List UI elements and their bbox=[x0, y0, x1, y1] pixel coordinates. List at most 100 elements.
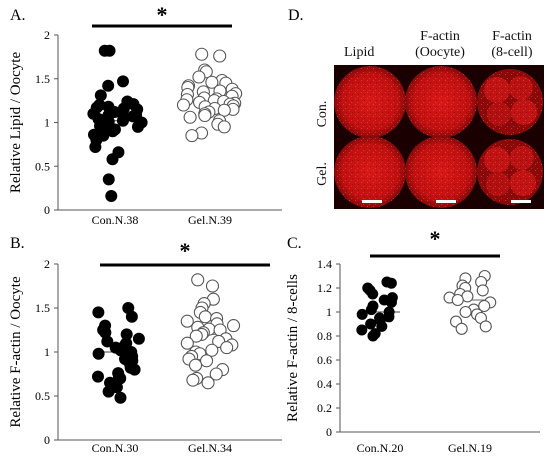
y-tick-label: 1.4 bbox=[317, 257, 332, 271]
data-point-gel bbox=[205, 279, 220, 293]
panel-letter-c: C. bbox=[287, 235, 302, 252]
y-tick-label: 1.5 bbox=[35, 72, 50, 86]
y-axis-label: Relative F-actin / 8-cells bbox=[285, 274, 301, 422]
data-point-gel bbox=[186, 373, 200, 387]
data-point-gel bbox=[459, 305, 472, 319]
data-point-control bbox=[385, 296, 397, 308]
y-tick-label: 0.4 bbox=[317, 377, 332, 391]
data-point-control bbox=[103, 44, 116, 57]
data-point-control bbox=[106, 153, 119, 166]
data-point-gel bbox=[213, 49, 227, 63]
data-point-gel bbox=[217, 120, 231, 134]
panel-letter-d: D. bbox=[288, 7, 304, 24]
data-point-gel bbox=[478, 299, 491, 313]
y-tick-label: 1 bbox=[326, 305, 332, 319]
data-point-gel bbox=[451, 293, 464, 307]
data-point-control bbox=[94, 89, 107, 102]
data-point-gel bbox=[205, 343, 219, 357]
data-point-gel bbox=[180, 314, 194, 328]
micrograph-row-label-con: Con. bbox=[315, 101, 330, 128]
data-point-control bbox=[127, 110, 140, 123]
data-point-gel bbox=[200, 354, 214, 368]
y-tick-label: 2 bbox=[44, 28, 50, 42]
data-point-control bbox=[92, 306, 105, 319]
data-point-gel bbox=[180, 336, 194, 350]
scale-bar bbox=[511, 200, 531, 203]
data-point-control bbox=[385, 277, 397, 289]
data-point-control bbox=[356, 308, 368, 320]
data-point-control bbox=[125, 310, 138, 323]
data-point-control bbox=[114, 391, 127, 404]
chart-panel-b: B. 0 0.5 1 1.5 2 Relative F-actin / Oocyte Con… bbox=[8, 235, 282, 455]
y-tick-label: 0 bbox=[44, 203, 50, 217]
data-point-control bbox=[356, 324, 368, 336]
data-point-control bbox=[117, 102, 130, 115]
x-category-label: Gel.N.34 bbox=[188, 441, 232, 455]
data-point-control bbox=[131, 120, 144, 133]
y-tick-label: 0.6 bbox=[317, 353, 332, 367]
embryo-8cell-con bbox=[477, 69, 543, 135]
data-point-gel bbox=[189, 329, 203, 343]
data-point-gel bbox=[205, 75, 219, 89]
data-point-gel bbox=[226, 319, 241, 333]
data-point-gel bbox=[192, 70, 206, 84]
x-category-label: Con.N.30 bbox=[92, 441, 139, 455]
y-tick-label: 0 bbox=[326, 425, 332, 439]
data-point-control bbox=[94, 120, 107, 132]
panel-letter-a: A. bbox=[10, 7, 26, 24]
data-point-gel bbox=[455, 322, 468, 335]
data-point-control bbox=[101, 335, 114, 348]
significance-star: * bbox=[157, 2, 168, 27]
data-point-gel bbox=[198, 108, 212, 123]
data-point-control bbox=[116, 114, 129, 127]
chart-panel-c: C. 0 0.2 0.4 0.6 0.8 1 1.2 1.4 Relative F-actin … bbox=[285, 226, 540, 455]
panel-letter-b: B. bbox=[10, 235, 25, 252]
y-tick-label: 0.5 bbox=[35, 389, 50, 403]
micrograph-column-label-lipid: Lipid bbox=[344, 45, 374, 60]
data-point-control bbox=[102, 385, 115, 398]
data-point-control bbox=[367, 330, 379, 342]
data-point-control bbox=[106, 125, 119, 138]
data-point-control bbox=[365, 304, 377, 316]
y-tick-label: 1 bbox=[44, 116, 50, 130]
y-tick-label: 0.8 bbox=[317, 329, 332, 343]
data-point-control bbox=[120, 328, 133, 341]
data-point-gel bbox=[191, 273, 205, 287]
micrograph-row-label-gel: Gel. bbox=[315, 162, 330, 186]
data-point-gel bbox=[220, 341, 234, 355]
data-point-control bbox=[376, 320, 388, 332]
y-tick-label: 1.2 bbox=[317, 281, 332, 295]
y-tick-label: 1 bbox=[44, 345, 50, 359]
x-category-label: Gel.N.39 bbox=[188, 213, 232, 227]
data-point-control bbox=[128, 363, 141, 376]
data-point-gel bbox=[479, 320, 492, 333]
data-point-gel bbox=[185, 129, 199, 143]
data-point-control bbox=[383, 311, 395, 323]
scale-bar bbox=[362, 200, 382, 203]
data-point-gel bbox=[476, 284, 489, 297]
scale-bar bbox=[436, 200, 456, 203]
data-point-gel bbox=[188, 358, 203, 372]
data-point-control bbox=[102, 79, 115, 92]
data-point-control bbox=[116, 75, 129, 88]
data-point-control bbox=[89, 141, 102, 153]
embryo-8cell-gel bbox=[477, 139, 543, 205]
y-axis-label: Relative Lipid / Oocyte bbox=[8, 52, 24, 194]
chart-panel-a: A. 0 0.5 1 1.5 2 Relative Lipid / Oocyte Con.N… bbox=[8, 2, 282, 227]
micrograph-panel-d: D. Lipid F-actin (Oocyte) F-actin (8-cell)… bbox=[288, 7, 544, 209]
y-tick-label: 2 bbox=[44, 257, 50, 271]
data-point-control bbox=[365, 318, 377, 330]
x-category-label: Con.N.20 bbox=[357, 441, 404, 455]
significance-star: * bbox=[180, 238, 191, 263]
y-tick-label: 0 bbox=[44, 433, 50, 447]
data-point-gel bbox=[195, 47, 209, 61]
data-point-control bbox=[102, 173, 115, 186]
micrograph-column-label-factin-8cell: F-actin (8-cell) bbox=[491, 29, 533, 60]
x-category-label: Con.N.38 bbox=[92, 213, 139, 227]
data-point-control bbox=[92, 347, 105, 360]
data-point-control bbox=[367, 288, 379, 300]
significance-star: * bbox=[430, 226, 441, 251]
data-point-control bbox=[105, 190, 118, 202]
data-point-gel bbox=[198, 310, 212, 324]
data-point-gel bbox=[183, 110, 197, 124]
